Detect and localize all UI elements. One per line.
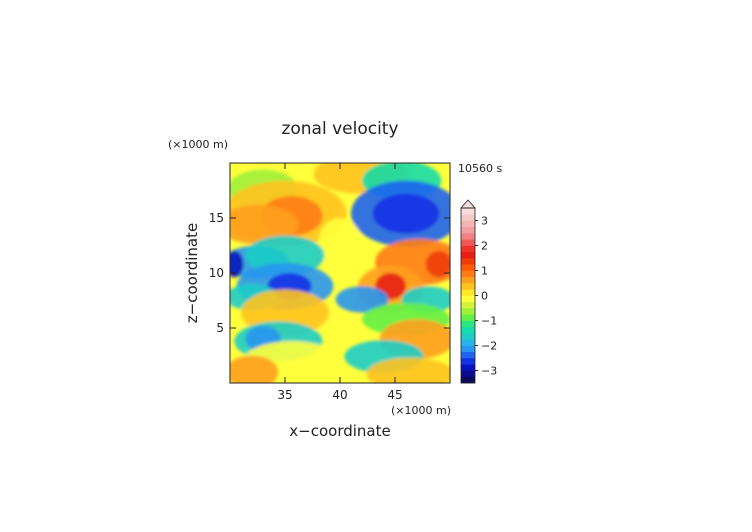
colorbar-tick-label: 2 [481,240,488,253]
time-label: 10560 s [458,162,502,175]
colorbar-tick-label: −3 [481,365,497,378]
colorbar-tick-label: −2 [481,340,497,353]
field-region [230,355,279,383]
field-region [425,251,450,278]
colorbar-segment [461,320,475,328]
colorbar-segment [461,370,475,378]
colorbar-segment [461,283,475,290]
colorbar-segment [461,376,475,384]
y-unit-label: (×1000 m) [168,138,228,151]
colorbar-segment [461,264,475,271]
colorbar-segment [461,258,475,265]
colorbar-segment [461,301,475,309]
chart-title: zonal velocity [281,119,398,139]
colorbar-segment [461,295,475,303]
plot-area [230,163,450,383]
field-region [366,357,450,383]
y-tick-label: 10 [209,266,224,280]
colorbar-segment [461,245,475,253]
colorbar-tick-label: 3 [481,215,488,228]
colorbar-segment [461,358,475,365]
colorbar-segment [461,289,475,296]
colorbar-tick-label: 0 [481,290,488,303]
colorbar-segment [461,270,475,278]
axis-ticks: 35 40 45 5 10 15 [209,163,450,402]
colorbar-segment [461,239,475,246]
colorbar-segment [461,276,475,284]
y-tick-label: 15 [209,211,224,225]
x-unit-label: (×1000 m) [391,404,451,417]
field-region [230,204,299,245]
colorbar-segment [461,339,475,346]
colorbar-segment [461,220,475,228]
colorbar: 3 2 1 0 −1 −2 −3 [460,199,497,384]
colorbar-segment [461,233,475,240]
colorbar-segment [461,345,475,353]
field-region [373,193,439,234]
colorbar-segment [461,364,475,371]
field-region [318,218,362,271]
colorbar-segment [461,326,475,334]
x-tick-label: 40 [332,388,347,402]
colorbar-segment [461,314,475,321]
field-region [230,251,244,278]
y-tick-label: 5 [216,321,224,335]
field-region [335,286,389,313]
x-tick-label: 45 [387,388,402,402]
x-tick-label: 35 [277,388,292,402]
colorbar-segment [461,226,475,234]
colorbar-segment [461,351,475,359]
x-axis-label: x−coordinate [289,422,390,440]
colorbar-tick-label: −1 [481,315,497,328]
colorbar-segment [461,308,475,315]
colorbar-segment [461,333,475,340]
colorbar-segment [461,208,475,215]
colorbar-segment [461,251,475,259]
colorbar-extend-arrow [460,199,476,209]
colorbar-segment [461,214,475,221]
y-axis-label: z−coordinate [183,223,201,323]
colorbar-tick-label: 1 [481,265,488,278]
